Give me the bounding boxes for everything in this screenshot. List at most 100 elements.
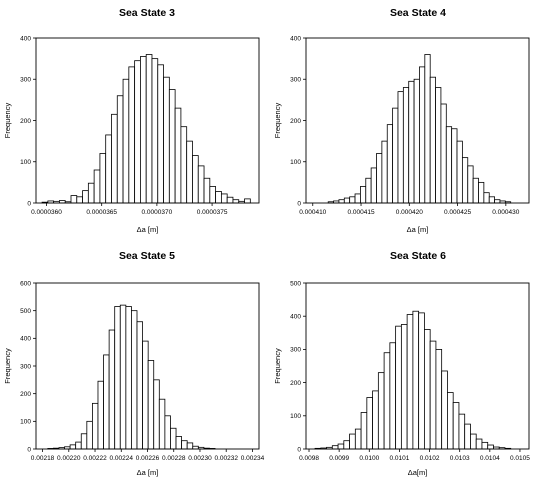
x-tick-label: 0.0103 (450, 455, 470, 462)
histogram-bar (366, 397, 373, 450)
histogram-bar (461, 157, 469, 204)
x-axis-label: Δa[m] (408, 468, 428, 477)
histogram-bar (440, 103, 447, 204)
histogram-bar (220, 193, 228, 204)
histogram-bar (435, 348, 443, 450)
histogram-bar (389, 342, 397, 450)
chart-title: Sea State 6 (390, 250, 446, 262)
histogram-bar (209, 186, 217, 204)
histogram-bar (122, 78, 130, 204)
x-tick-label: 0.0105 (510, 455, 530, 462)
y-tick-label: 100 (20, 159, 31, 166)
plot-frame (305, 282, 530, 450)
histogram-bar (147, 360, 155, 450)
y-tick-label: 200 (290, 118, 301, 125)
x-tick-label: 0.00234 (241, 455, 265, 462)
histogram-bar (470, 433, 477, 450)
x-tick-label: 0.00230 (188, 455, 212, 462)
x-tick-label: 0.0102 (420, 455, 440, 462)
histogram-bar (376, 153, 383, 204)
histogram-bar (142, 340, 149, 450)
chart-title: Sea State 5 (119, 250, 175, 262)
histogram-bar (408, 80, 415, 204)
histogram-bar (181, 440, 188, 450)
y-tick-label: 400 (20, 336, 31, 343)
histogram-bar (400, 324, 408, 450)
histogram-bar (92, 402, 99, 450)
histogram-bar (377, 372, 385, 450)
y-tick-label: 300 (20, 363, 31, 370)
histogram-bar (134, 60, 141, 204)
histogram-bar (365, 177, 372, 204)
x-tick-label: 0.000425 (444, 209, 471, 216)
y-axis-label: Frequency (273, 103, 282, 139)
chart-title: Sea State 4 (390, 7, 446, 19)
histogram-bar (80, 433, 88, 450)
histogram-bar (75, 441, 82, 450)
histogram-bar (140, 56, 147, 204)
chart-title: Sea State 3 (119, 7, 175, 19)
x-axis-label: Δa [m] (137, 225, 159, 234)
x-tick-label: 0.000415 (347, 209, 374, 216)
histogram-bar (429, 76, 436, 204)
y-tick-label: 0 (297, 200, 301, 207)
histogram-bar (418, 312, 425, 450)
y-tick-label: 100 (290, 159, 301, 166)
histogram-bar (406, 314, 414, 450)
histogram-bar (337, 443, 345, 450)
x-tick-label: 0.00226 (136, 455, 160, 462)
histogram-bar (108, 329, 116, 450)
histogram-bar (349, 433, 356, 450)
histogram-bar (429, 340, 437, 450)
histogram-panel-1: Sea State 3 0 100 200 300 400 0.0000360 0.00003… (3, 7, 260, 234)
x-tick-label: 0.00220 (57, 455, 81, 462)
histogram-bar (192, 155, 199, 204)
x-tick-label: 0.0000360 (31, 209, 62, 216)
y-tick-label: 400 (20, 35, 31, 42)
histogram-bar (397, 91, 404, 204)
histogram-bar (163, 76, 170, 204)
histogram-bar (215, 191, 222, 204)
histogram-bar (338, 199, 345, 204)
histogram-bar (103, 354, 110, 450)
x-tick-label: 0.00222 (83, 455, 107, 462)
y-tick-label: 400 (290, 35, 301, 42)
histogram-bar (116, 95, 124, 204)
histogram-bar (86, 420, 93, 450)
histogram-bar (131, 310, 138, 450)
histogram-bar (174, 107, 182, 204)
histogram-bar (487, 444, 494, 450)
histogram-bar (435, 87, 442, 204)
x-tick-label: 0.0101 (389, 455, 409, 462)
histogram-bar (402, 87, 410, 204)
y-tick-label: 500 (20, 308, 31, 315)
histogram-bar (97, 380, 104, 450)
histogram-bar (412, 310, 420, 450)
x-tick-label: 0.000420 (396, 209, 423, 216)
histogram-bar (136, 321, 143, 450)
histogram-bar (145, 54, 153, 204)
histogram-bar (464, 423, 471, 450)
y-tick-label: 300 (290, 347, 301, 354)
histogram-bar (458, 413, 466, 450)
y-tick-label: 600 (20, 280, 31, 287)
x-tick-label: 0.0098 (299, 455, 319, 462)
x-tick-label: 0.00224 (110, 455, 134, 462)
histogram-bar (168, 89, 176, 204)
histogram-bar (445, 126, 453, 204)
y-tick-label: 100 (290, 413, 301, 420)
histogram-bar (483, 192, 490, 204)
histogram-bar (232, 199, 240, 204)
histogram-bar (226, 196, 234, 204)
histogram-bar (186, 140, 193, 204)
histogram-bar (244, 198, 251, 204)
histogram-bar (383, 352, 391, 450)
histogram-bar (488, 196, 496, 204)
histogram-bar (125, 306, 132, 450)
histogram-bar (419, 66, 426, 204)
x-tick-label: 0.0000365 (86, 209, 117, 216)
x-tick-label: 0.00228 (162, 455, 186, 462)
histogram-panel-4: Sea State 6 0 100 200 300 400 500 0.0098 0.0099 0… (273, 250, 530, 477)
histogram-bar (494, 199, 501, 204)
